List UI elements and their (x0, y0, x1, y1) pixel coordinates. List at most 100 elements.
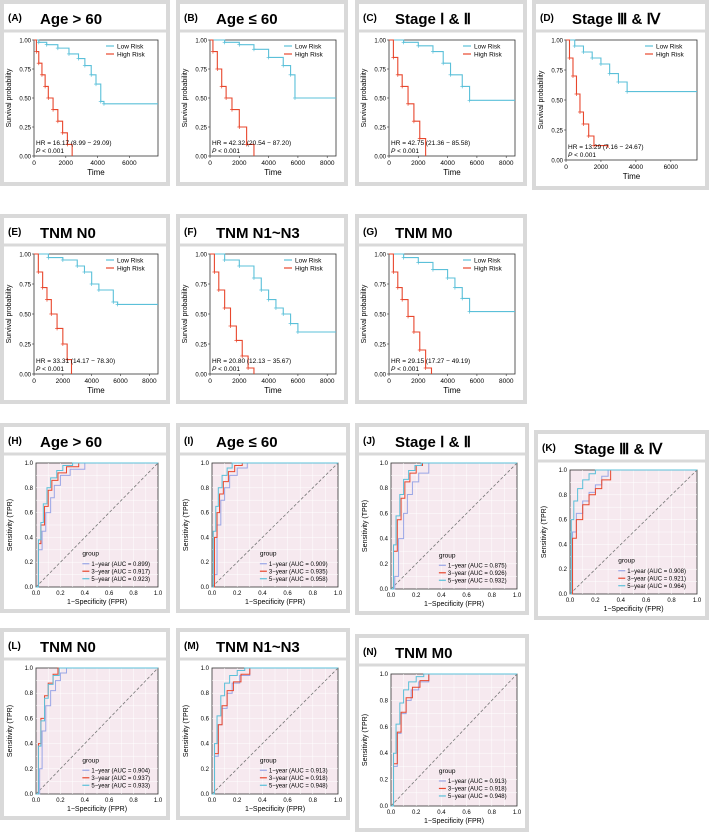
legend-title: group (439, 552, 456, 559)
x-tick-label: 0.8 (667, 598, 676, 604)
legend-entry: 1−year (AUC = 0.913) (448, 779, 507, 785)
roc-curve-1-year (391, 462, 517, 590)
x-tick-label: 4000 (261, 160, 276, 167)
panel-title: Age > 60 (40, 434, 102, 451)
p-value: P < 0.001 (391, 148, 419, 155)
legend-entry: 5−year (AUC = 0.948) (269, 783, 328, 789)
y-tick-label: 0.2 (559, 567, 568, 573)
x-tick-label: 4000 (629, 164, 644, 171)
x-tick-label: 0.8 (129, 591, 138, 597)
y-tick-label: 0.00 (374, 155, 386, 161)
title-bar (536, 4, 705, 31)
roc-panel-m: (M) TNM N1~N3 0.0 0.0 0.2 0.2 0.4 0.4 0.6 0.6 0.8 0… (176, 628, 350, 820)
low-risk-curve (566, 39, 697, 93)
x-axis-label: 1−Specificity (FPR) (424, 601, 484, 608)
p-text: < 0.001 (216, 148, 240, 155)
y-tick-label: 0.00 (374, 373, 386, 379)
panel-title: Age ≤ 60 (216, 11, 278, 28)
legend-entry: 3−year (AUC = 0.926) (448, 571, 507, 577)
x-tick-label: 4000 (440, 378, 455, 385)
y-tick-label: 0.25 (551, 129, 563, 135)
x-tick-label: 2000 (232, 160, 247, 167)
y-tick-label: 0.8 (559, 493, 568, 499)
p-value: P < 0.001 (36, 366, 64, 373)
x-tick-label: 1.0 (513, 810, 522, 816)
roc-curve-5-year (36, 462, 158, 588)
x-tick-label: 0.4 (81, 591, 90, 597)
panel-tag: (D) (540, 13, 554, 24)
y-tick-label: 0.25 (195, 343, 207, 349)
x-axis-label: 1−Specificity (FPR) (67, 806, 127, 813)
x-tick-label: 1.0 (334, 591, 343, 597)
x-tick-label: 4000 (261, 378, 276, 385)
diagonal-reference (390, 673, 518, 807)
p-symbol: P (36, 366, 41, 373)
legend-entry: 5−year (AUC = 0.964) (627, 584, 686, 590)
km-panel-c: (C) Stage Ⅰ & Ⅱ 0.00 0.25 0.50 0.75 1.00 0 2000 4… (355, 0, 527, 186)
x-tick-label: 0.4 (437, 810, 446, 816)
roc-chart-m: (M) TNM N1~N3 0.00.0 0.2 0.2 0.4 0.4 0.6 0.6 0.8 0… (180, 632, 346, 813)
legend-entry: 3−year (AUC = 0.918) (269, 776, 328, 782)
x-tick-label: 2000 (59, 160, 74, 167)
high-risk-curve (210, 253, 255, 374)
x-tick-label: 0 (387, 378, 391, 385)
y-tick-label: 0.25 (374, 343, 386, 349)
y-tick-label: 0.6 (25, 511, 34, 517)
legend-entry: 5−year (AUC = 0.933) (91, 783, 150, 789)
title-bar (180, 4, 344, 31)
y-tick-label: 0.0 (201, 792, 210, 798)
hazard-ratio: HR = 16.17 (8.99 − 29.09) (36, 140, 112, 147)
y-tick-label: 0.75 (19, 68, 31, 74)
legend-entry: 3−year (AUC = 0.918) (448, 787, 507, 793)
p-text: < 0.001 (216, 366, 240, 373)
y-axis-label: Sensitivity (TPR) (362, 500, 369, 552)
y-tick-label: 0.4 (25, 535, 34, 541)
y-tick-label: 0.0 (380, 804, 389, 810)
roc-panel-n: (N) TNM M0 0.0 0.0 0.2 0.2 0.4 0.4 0.6 0.6 0.8 0.8 1… (355, 634, 529, 832)
y-tick-label: 0.75 (374, 68, 386, 74)
y-tick-label: 0.50 (195, 313, 207, 319)
x-tick-label: 4000 (440, 160, 455, 167)
hazard-ratio: HR = 42.75 (21.36 − 85.58) (391, 140, 470, 147)
x-tick-label: 0.2 (591, 598, 600, 604)
roc-chart-h: (H) Age > 60 0.00.0 0.2 0.2 0.4 0.4 0.6 0.6 0.8 0.… (4, 427, 166, 606)
y-tick-label: 0.25 (19, 343, 31, 349)
y-tick-label: 1.0 (25, 461, 34, 467)
title-bar (4, 632, 166, 659)
y-tick-label: 0.50 (19, 313, 31, 319)
x-tick-label: 2000 (232, 378, 247, 385)
x-tick-label: 0 (208, 378, 212, 385)
y-tick-label: 0.6 (380, 725, 389, 731)
y-tick-label: 0.4 (201, 535, 210, 541)
roc-panel-i: (I) Age ≤ 60 0.0 0.0 0.2 0.2 0.4 0.4 0.6 0.6 0.8 0.… (176, 423, 350, 613)
y-tick-label: 1.0 (380, 672, 389, 678)
x-tick-label: 4000 (90, 160, 105, 167)
y-tick-label: 1.00 (195, 39, 207, 45)
title-bar (359, 427, 525, 454)
y-tick-label: 0.00 (19, 155, 31, 161)
legend-entry: 1−year (AUC = 0.899) (91, 562, 150, 568)
roc-curve-3-year (570, 469, 697, 595)
x-axis-label: 1−Specificity (FPR) (603, 606, 663, 613)
x-tick-label: 0.0 (387, 810, 396, 816)
x-tick-label: 0.0 (208, 591, 217, 597)
legend-high-risk: High Risk (656, 52, 685, 59)
legend-low-risk: Low Risk (295, 44, 322, 51)
y-tick-label: 0.0 (201, 585, 210, 591)
x-tick-label: 0 (208, 160, 212, 167)
roc-curve-3-year (212, 667, 338, 795)
panel-tag: (H) (8, 436, 22, 447)
hazard-ratio: HR = 13.29 (7.16 − 24.67) (568, 144, 644, 151)
roc-curve-5-year (212, 462, 338, 588)
panel-title: TNM M0 (395, 225, 453, 242)
p-text: < 0.001 (395, 366, 419, 373)
x-tick-label: 6000 (291, 160, 306, 167)
title-bar (538, 434, 705, 461)
x-tick-label: 1.0 (513, 593, 522, 599)
x-tick-label: 0.6 (283, 591, 292, 597)
y-tick-label: 0.25 (19, 126, 31, 132)
y-axis-label: Survival probability (182, 284, 189, 343)
y-tick-label: 0.00 (195, 373, 207, 379)
y-tick-label: 0.50 (374, 97, 386, 103)
legend-high-risk: High Risk (117, 52, 146, 59)
